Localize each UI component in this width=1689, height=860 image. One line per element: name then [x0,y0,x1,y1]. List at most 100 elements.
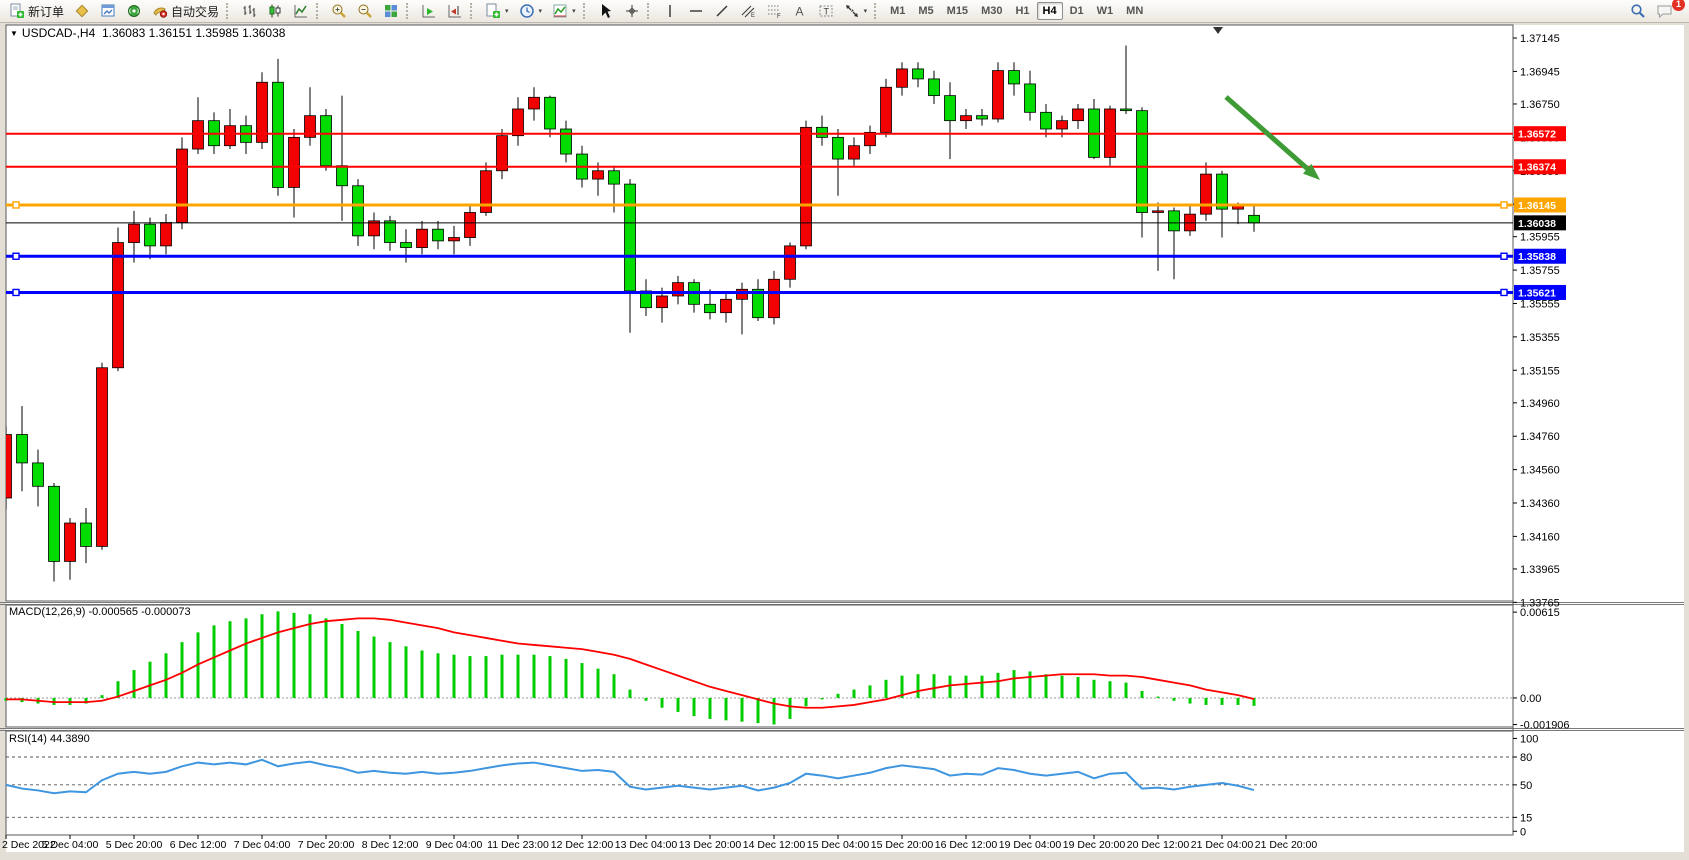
cursor-button[interactable] [593,1,619,21]
svg-text:1.34960: 1.34960 [1520,398,1560,410]
line-handle[interactable] [1500,252,1508,260]
timeframe-m30[interactable]: M30 [981,5,1003,17]
timeframe-d1[interactable]: D1 [1069,5,1084,17]
chart-shift-button[interactable] [442,1,468,21]
candle-body [224,125,236,147]
trendline-button[interactable] [709,1,735,21]
svg-text:21 Dec 20:00: 21 Dec 20:00 [1255,839,1318,851]
line-handle[interactable] [1500,288,1508,297]
bar-chart-button[interactable] [236,1,262,21]
chart-svg[interactable]: 1.371451.369451.367501.365501.363501.361… [0,23,1689,860]
line-handle[interactable] [12,288,20,297]
rsi-panel [5,756,1513,818]
trendline-icon [716,5,728,17]
new-order-icon [10,3,24,18]
line-chart-button[interactable] [288,1,314,21]
svg-text:20 Dec 12:00: 20 Dec 12:00 [1127,839,1190,851]
svg-text:E: E [751,13,755,19]
candle-body [464,212,476,238]
trend-arrow-annotation[interactable] [1224,95,1324,185]
zoom-out-button[interactable] [352,1,378,21]
candle-body [352,185,364,237]
svg-text:100: 100 [1520,733,1538,745]
svg-text:1.33765: 1.33765 [1520,597,1560,609]
zoom-in-button[interactable] [326,1,352,21]
chevron-down-icon: ▾ [572,8,576,15]
tile-windows-button[interactable] [378,1,404,21]
horizontal-line-object[interactable] [6,201,1513,209]
svg-text:7 Dec 04:00: 7 Dec 04:00 [234,839,291,851]
auto-trading-button[interactable]: 自动交易 [147,1,224,21]
svg-text:F: F [777,14,781,19]
text-label-button[interactable]: T [813,1,839,21]
horizontal-line-button[interactable] [683,1,709,21]
candle-body [608,170,620,185]
svg-text:2 Dec 2022: 2 Dec 2022 [2,839,56,851]
timeframe-h1[interactable]: H1 [1015,5,1030,17]
horizontal-line-object[interactable] [6,288,1513,297]
chart-window-button[interactable] [95,1,121,21]
candle-body [176,148,188,223]
timeframe-mn[interactable]: MN [1126,5,1144,17]
line-handle[interactable] [12,252,20,260]
svg-text:1.33965: 1.33965 [1520,564,1560,576]
fibonacci-button[interactable]: F [761,1,787,21]
timeframe-m5[interactable]: M5 [918,5,934,17]
line-handle[interactable] [12,201,20,209]
channel-button[interactable]: E [735,1,761,21]
chart-host: 1.371451.369451.367501.365501.363501.361… [0,23,1689,860]
auto-trading-icon [153,7,168,18]
svg-text:1.36945: 1.36945 [1520,66,1560,78]
macd-panel [4,611,1513,725]
candle-body [800,126,812,247]
candle-body [816,126,828,138]
candle-body [864,131,876,147]
svg-text:1.35155: 1.35155 [1520,365,1560,377]
chart-dropdown-icon[interactable]: ▼ [10,29,18,38]
svg-text:1.34760: 1.34760 [1520,431,1560,443]
candle-body [672,282,684,297]
candle-body [80,522,92,547]
candle-body [128,223,140,243]
macd-axis-ticks: 0.00615 0.00 -0.001906 [1513,607,1570,732]
timeframe-m1[interactable]: M1 [890,5,906,17]
price-badge [1514,215,1566,231]
timeframe-w1[interactable]: W1 [1096,5,1114,17]
candle-body [416,228,428,248]
auto-scroll-button[interactable] [416,1,442,21]
svg-text:1.37145: 1.37145 [1520,33,1560,45]
new-order-button[interactable]: 新订单 [4,1,69,21]
text-label-icon: T [819,5,833,17]
chart-shift-marker[interactable] [1213,27,1223,34]
indicators-button[interactable]: ▾ [547,1,581,21]
candle-body [544,96,556,130]
search-button[interactable] [1625,1,1651,21]
timeframe-h4[interactable]: H4 [1036,2,1063,20]
candle-body [1120,108,1132,112]
text-button[interactable]: A [787,1,813,21]
arrows-button[interactable]: ▾ [839,1,873,21]
chat-button[interactable]: 1 [1651,0,1685,21]
notification-badge[interactable]: 1 [1672,0,1685,11]
crosshair-button[interactable] [619,1,645,21]
candle-body [592,170,604,180]
horizontal-line-object[interactable] [6,252,1513,260]
candle-body [1216,173,1228,210]
crosshair-icon [625,5,638,17]
price-badges: 1.36572 1.36374 1.36145 1.35838 1.35621 1.360… [1514,126,1566,300]
market-watch-button[interactable] [121,1,147,21]
candle-body [512,108,524,137]
svg-text:1.36374: 1.36374 [1518,162,1556,174]
svg-text:14 Dec 12:00: 14 Dec 12:00 [743,839,806,851]
symbols-button[interactable] [69,1,95,21]
line-handle[interactable] [1500,201,1508,209]
svg-text:1.35555: 1.35555 [1520,298,1560,310]
candlestick-chart-button[interactable] [262,1,288,21]
period-button[interactable]: ▾ [514,1,548,21]
candle-body [944,95,956,122]
symbols-icon [75,4,89,18]
new-chart-button[interactable]: ▾ [480,1,514,21]
svg-text:0: 0 [1520,826,1526,838]
timeframe-m15[interactable]: M15 [946,5,969,17]
vertical-line-button[interactable] [657,1,683,21]
